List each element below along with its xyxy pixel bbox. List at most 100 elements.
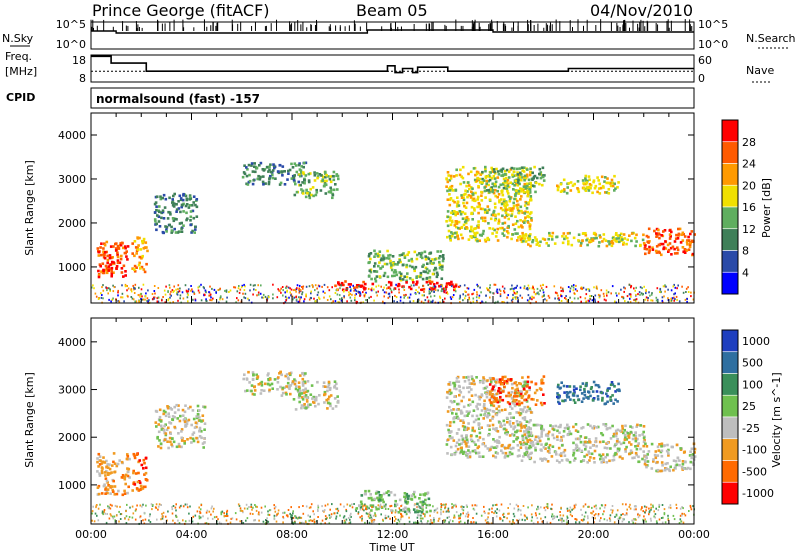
data-cell [527, 178, 531, 182]
noise-cell [300, 296, 302, 299]
data-cell [195, 205, 199, 209]
data-cell [447, 383, 450, 386]
data-cell [297, 396, 301, 399]
data-cell [449, 239, 452, 242]
data-cell [99, 264, 102, 268]
noise-cell [633, 508, 636, 511]
noise-cell [659, 288, 661, 291]
data-cell [526, 214, 530, 218]
data-cell [326, 389, 329, 393]
noise-cell [373, 288, 375, 291]
data-cell [460, 226, 464, 229]
data-cell [105, 266, 109, 270]
data-cell [311, 397, 314, 400]
noise-cell [296, 287, 298, 290]
data-cell [647, 227, 651, 231]
y-tick-label: 1000 [58, 261, 86, 274]
noise-cell [118, 300, 121, 303]
data-cell [293, 382, 297, 386]
data-cell [454, 213, 457, 217]
noise-cell [191, 520, 194, 523]
data-cell [175, 403, 178, 407]
data-cell [582, 397, 585, 400]
data-cell [392, 271, 396, 274]
colorbar-box [721, 141, 739, 164]
data-cell [475, 172, 479, 176]
data-cell [424, 498, 427, 502]
data-cell [202, 446, 205, 449]
noise-cell [661, 299, 664, 302]
noise-cell [298, 506, 300, 509]
data-cell [514, 194, 517, 197]
data-cell [477, 423, 481, 427]
data-cell [598, 234, 602, 237]
data-cell [500, 424, 503, 428]
data-cell [108, 472, 112, 475]
noise-cell [467, 287, 470, 290]
data-cell [566, 395, 569, 399]
data-cell [602, 237, 606, 241]
data-cell [445, 185, 448, 188]
data-cell [302, 172, 306, 176]
data-cell [542, 179, 546, 182]
data-cell [97, 484, 101, 488]
data-cell [488, 398, 492, 402]
data-cell [474, 393, 477, 397]
data-cell [139, 248, 143, 251]
data-cell [373, 249, 376, 253]
noise-cell [575, 284, 577, 287]
noise-cell [501, 301, 503, 303]
data-cell [512, 434, 516, 437]
data-cell [647, 241, 650, 244]
data-cell [478, 233, 482, 237]
data-cell [486, 205, 490, 208]
data-cell [300, 392, 304, 395]
noise-cell [178, 290, 181, 293]
noise-cell [137, 294, 140, 296]
data-cell [486, 379, 489, 382]
data-cell [303, 380, 307, 384]
data-cell [476, 451, 480, 455]
noise-cell [424, 299, 427, 302]
data-cell [486, 211, 489, 214]
noise-cell [629, 503, 631, 506]
data-cell [103, 461, 107, 464]
data-cell [605, 392, 608, 396]
noise-cell [241, 510, 244, 512]
data-cell [565, 191, 569, 195]
data-cell [644, 442, 647, 446]
data-cell [171, 201, 174, 204]
data-cell [445, 220, 448, 223]
data-cell [508, 412, 511, 416]
data-cell [162, 217, 166, 220]
data-cell [646, 460, 650, 463]
data-cell [329, 180, 333, 184]
data-cell [182, 194, 185, 197]
data-cell [634, 431, 637, 434]
data-cell [513, 184, 516, 187]
noise-cell [132, 298, 135, 301]
data-cell [198, 429, 201, 433]
noise-cell [569, 287, 572, 290]
noise-cell [175, 514, 177, 517]
data-cell [601, 185, 605, 188]
data-cell [126, 258, 129, 261]
data-cell [494, 206, 497, 209]
data-cell [424, 492, 427, 495]
noise-cell [394, 503, 396, 506]
data-cell [371, 282, 375, 286]
data-cell [556, 385, 560, 389]
data-cell [480, 234, 483, 237]
data-cell [675, 443, 679, 447]
data-cell [433, 287, 436, 290]
noise-cell [515, 503, 518, 506]
data-cell [468, 410, 471, 414]
data-cell [179, 414, 182, 418]
data-cell [301, 377, 305, 381]
noise-cell [329, 508, 331, 511]
data-cell [115, 492, 119, 496]
data-cell [677, 227, 680, 231]
data-cell [450, 430, 453, 433]
noise-cell [635, 286, 637, 289]
data-cell [314, 396, 318, 400]
